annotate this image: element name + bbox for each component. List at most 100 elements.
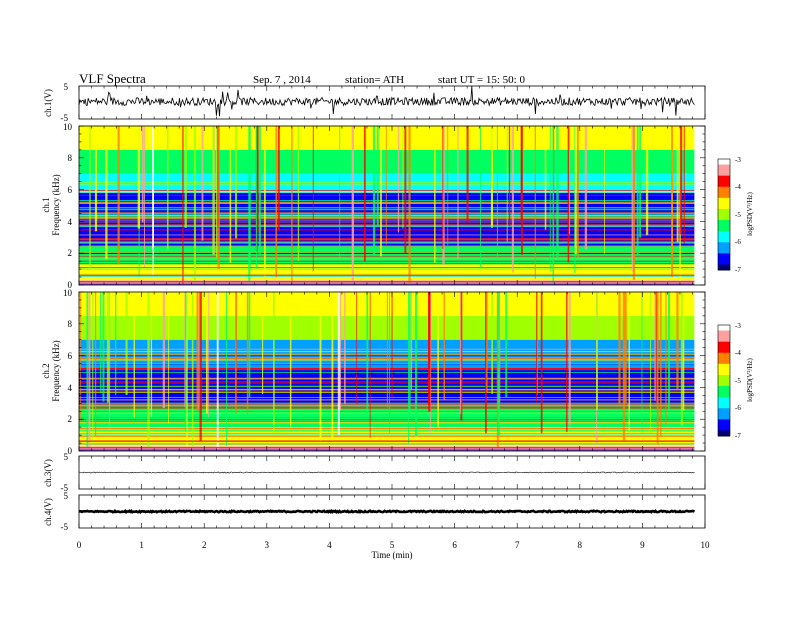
spec1-ytick-0: 0	[68, 280, 73, 290]
colorbar-step	[718, 363, 730, 367]
colorbar-step	[718, 413, 730, 417]
colorbar-step	[718, 203, 730, 206]
spectral-line	[79, 422, 695, 423]
colorbar-step	[718, 262, 730, 265]
colorbar-step	[718, 257, 730, 260]
xtick-6: 6	[452, 540, 457, 550]
impulse-event	[193, 126, 196, 283]
impulse-event	[351, 126, 354, 284]
colorbar-step	[718, 408, 730, 411]
cb2-tick-m7: -7	[735, 432, 741, 440]
impulse-event	[369, 292, 371, 438]
colorbar-step	[718, 205, 730, 208]
impulse-event	[641, 292, 643, 434]
colorbar-step	[718, 181, 730, 184]
colorbar-step	[718, 419, 730, 422]
spectral-line	[79, 422, 695, 424]
spectral-line	[79, 356, 695, 358]
spectral-line	[79, 421, 695, 423]
impulse-event	[275, 126, 278, 278]
colorbar-step	[718, 249, 730, 252]
colorbar-step	[718, 159, 730, 162]
impulse-event	[534, 126, 536, 279]
colorbar-step	[718, 242, 730, 245]
impulse-event	[198, 292, 200, 409]
spectral-line	[79, 359, 695, 361]
spectral-line	[79, 382, 695, 384]
impulse-event	[535, 292, 537, 402]
xtick-10: 10	[701, 540, 711, 550]
spectral-line	[79, 282, 695, 284]
impulse-event	[372, 126, 376, 255]
colorbar-step	[718, 233, 730, 236]
spectral-line	[79, 268, 695, 270]
colorbar-step	[718, 352, 730, 356]
impulse-event	[491, 292, 494, 394]
spec2-ytick-6: 6	[68, 351, 73, 361]
colorbar-step	[718, 325, 730, 328]
ch4-waveform-ylabel: ch.4(V)	[43, 498, 53, 526]
colorbar-step	[718, 184, 730, 188]
colorbar-step	[718, 186, 730, 190]
spectral-line	[79, 275, 695, 277]
impulse-event	[680, 292, 683, 427]
colorbar-step	[718, 380, 730, 383]
impulse-event	[356, 292, 358, 404]
impulse-event	[491, 126, 493, 226]
power-line	[79, 449, 695, 451]
cb1-tick-m4: -4	[735, 183, 741, 191]
impulse-event	[137, 126, 141, 229]
colorbar-step	[718, 251, 730, 254]
impulse-event	[125, 292, 128, 395]
xtick-7: 7	[515, 540, 520, 550]
impulse-event	[141, 126, 144, 223]
colorbar-step	[718, 247, 730, 251]
impulse-event	[552, 126, 555, 284]
colorbar-step	[718, 220, 730, 223]
spectral-line	[79, 351, 695, 353]
xtick-3: 3	[265, 540, 270, 550]
cb2-tick-m5: -5	[735, 377, 741, 385]
spectral-line	[79, 395, 695, 397]
spectral-line	[79, 390, 695, 392]
spectral-line	[79, 260, 695, 262]
spectral-line	[79, 363, 695, 365]
spec1-ytick-4: 4	[68, 217, 73, 227]
spectral-line	[79, 251, 695, 253]
power-line	[79, 281, 695, 283]
impulse-event	[331, 292, 334, 440]
colorbar-step	[718, 229, 730, 232]
impulse-event	[676, 292, 679, 390]
spectrogram-band	[79, 368, 695, 407]
colorbar-step	[718, 168, 730, 171]
colorbar-step	[718, 426, 730, 430]
impulse-event	[506, 126, 508, 242]
impulse-event	[248, 126, 251, 281]
power-line	[79, 274, 695, 276]
colorbar-step	[718, 238, 730, 241]
colorbar-step	[718, 255, 730, 258]
impulse-event	[632, 126, 636, 280]
colorbar-step	[718, 358, 730, 361]
xtick-8: 8	[578, 540, 583, 550]
spectral-line	[79, 386, 695, 388]
impulse-event	[428, 292, 431, 412]
spectrogram-band	[79, 280, 695, 285]
colorbar-step	[718, 360, 730, 363]
colorbar-step	[718, 365, 730, 369]
impulse-event	[246, 292, 249, 415]
spec1-ytick-10: 10	[63, 122, 73, 132]
spectral-line	[79, 433, 695, 434]
impulse-event	[596, 292, 598, 410]
impulse-event	[655, 292, 657, 403]
spectral-line	[79, 255, 695, 257]
colorbar-step	[718, 236, 730, 240]
colorbar-step	[718, 258, 730, 262]
spectrogram-band	[79, 292, 695, 316]
impulse-event	[226, 292, 228, 446]
impulse-event	[117, 126, 120, 265]
spectral-line	[79, 372, 695, 373]
colorbar-step	[718, 183, 730, 186]
impulse-event	[150, 292, 153, 418]
colorbar-step	[718, 170, 730, 173]
